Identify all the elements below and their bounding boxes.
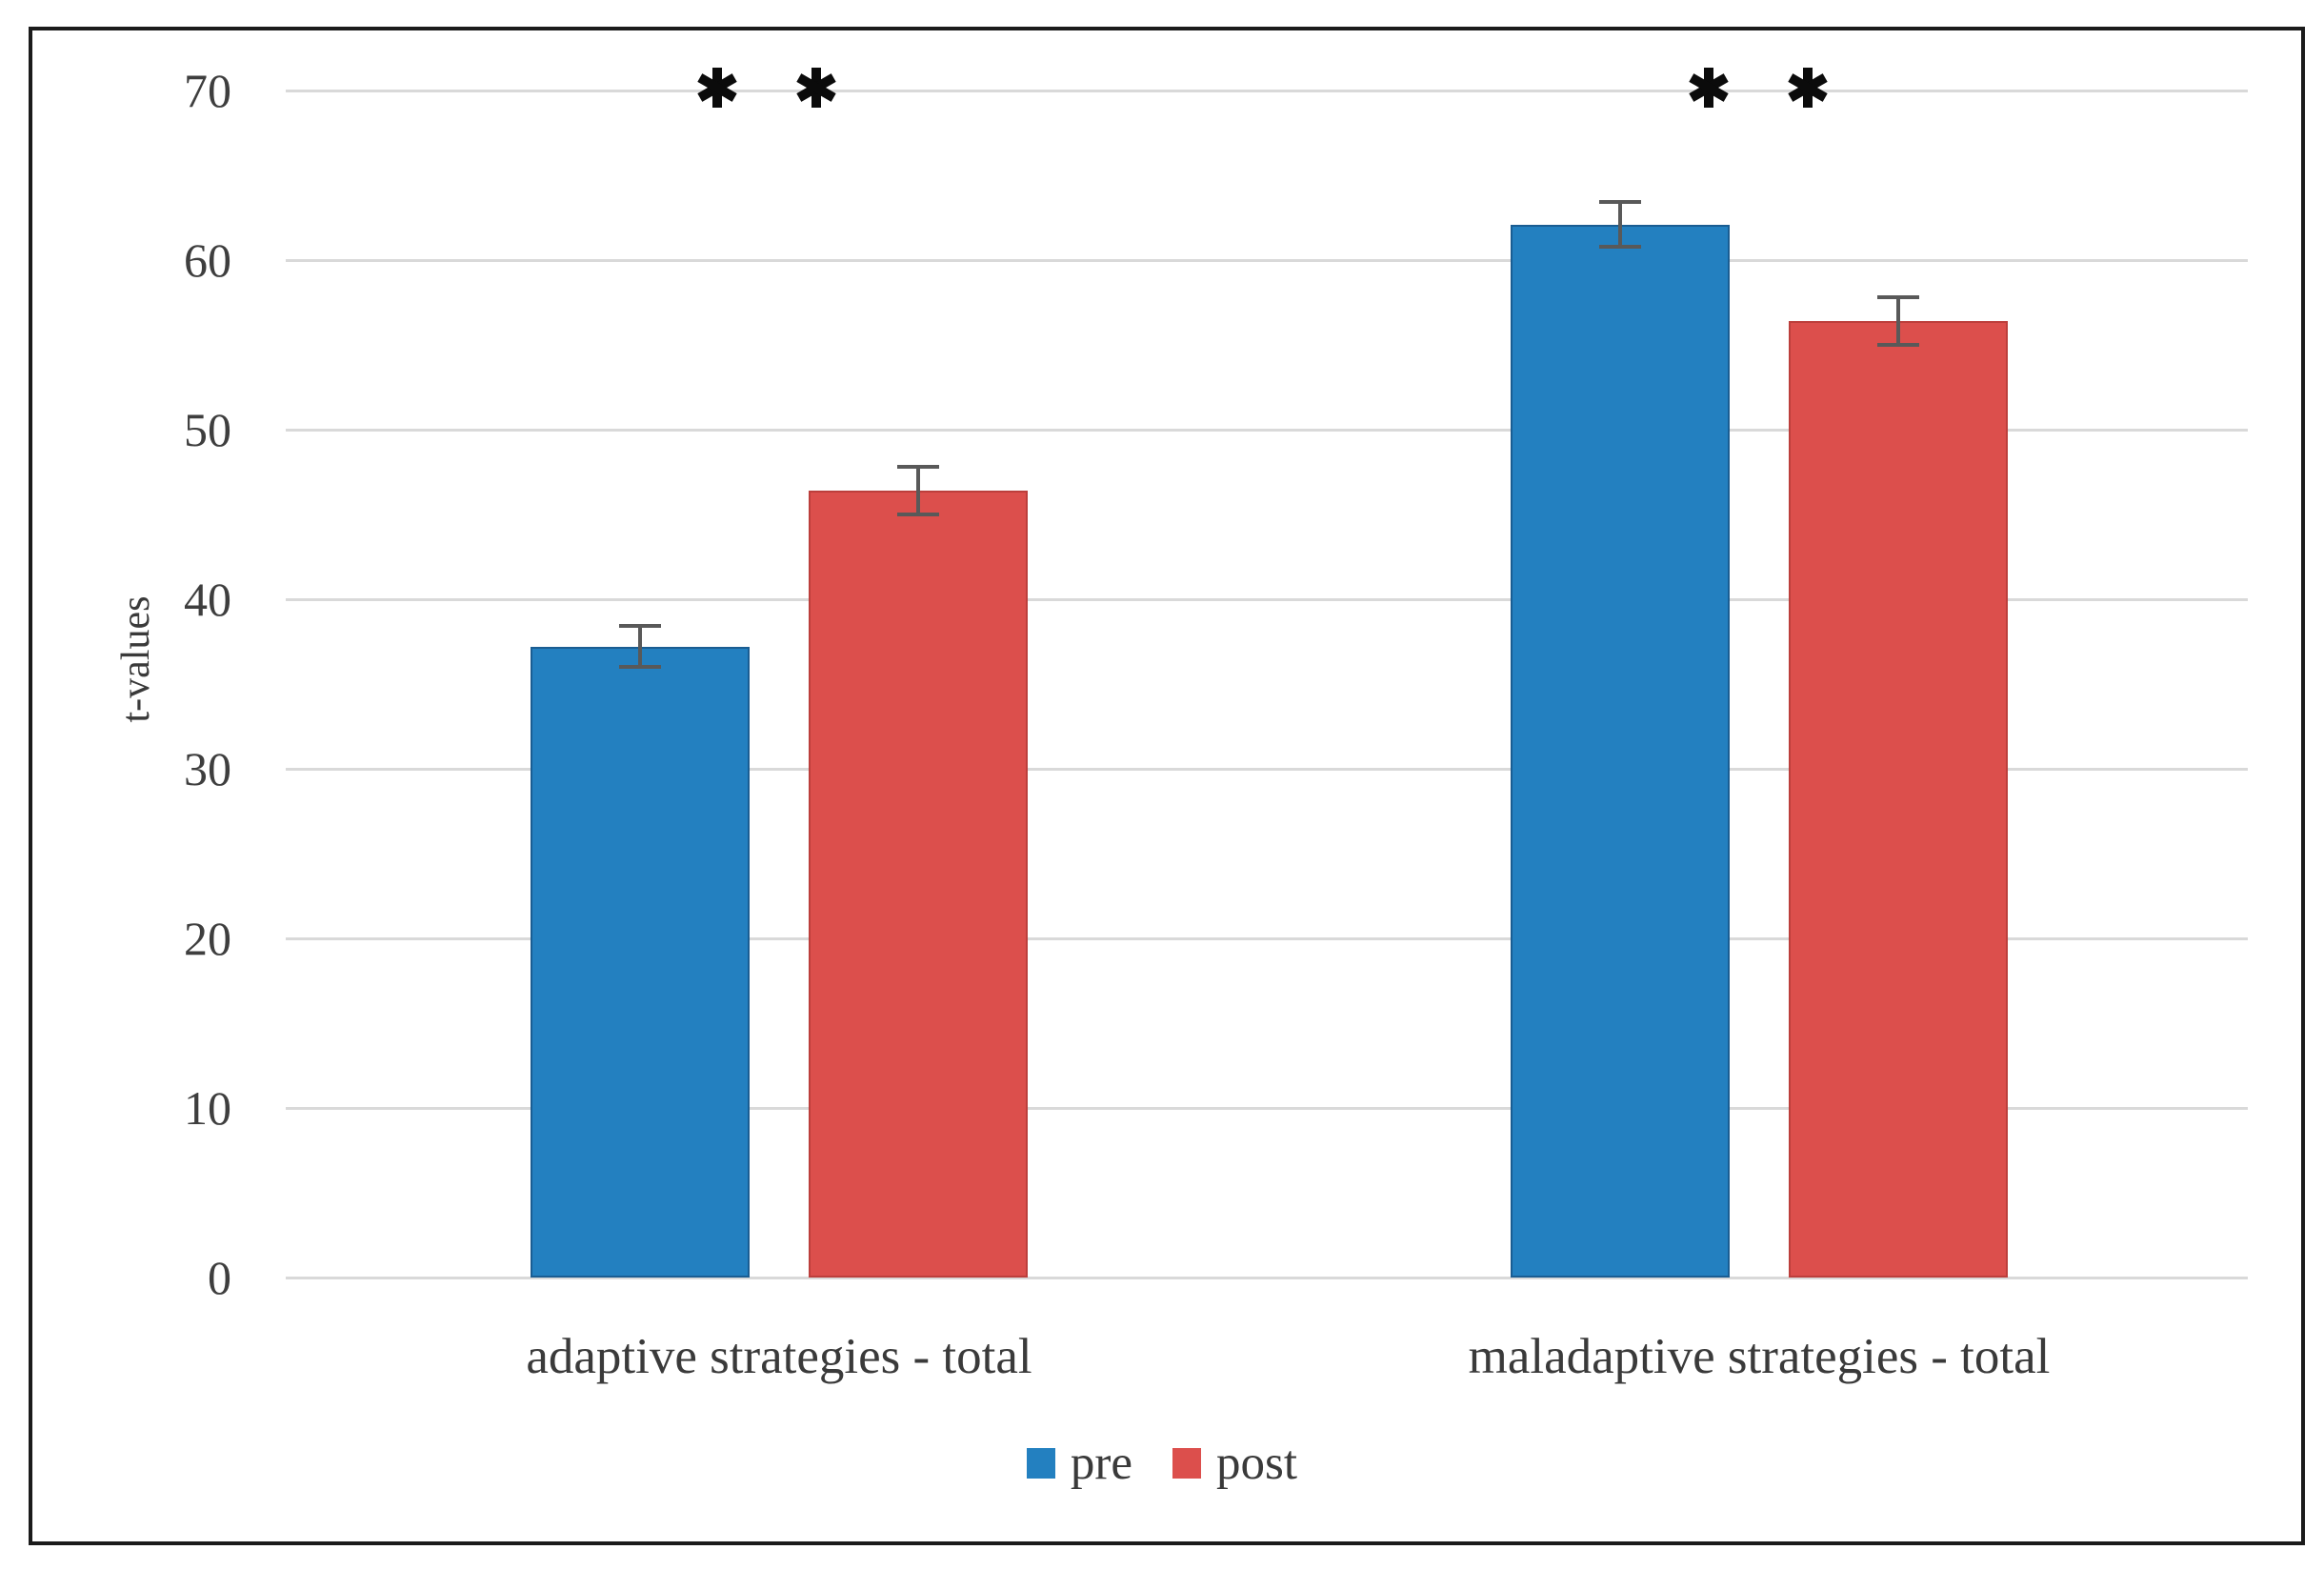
error-bar-cap — [619, 665, 661, 670]
legend-swatch-pre — [1026, 1448, 1055, 1479]
error-bar-pre-0 — [638, 626, 642, 668]
asterisk-icon — [1788, 68, 1828, 108]
y-gridline — [286, 767, 2248, 771]
asterisk-icon — [1689, 68, 1729, 108]
bar-post-1 — [1789, 321, 2008, 1278]
y-axis-title: t-values — [114, 595, 158, 723]
y-tick-label: 70 — [184, 64, 231, 117]
legend-item-post: post — [1172, 1437, 1297, 1490]
significance-asterisk — [692, 63, 742, 117]
y-gridline — [286, 89, 2248, 92]
legend-item-pre: pre — [1026, 1437, 1133, 1490]
error-bar-cap — [1599, 244, 1641, 249]
legend-swatch-post — [1172, 1448, 1202, 1479]
asterisk-icon — [796, 68, 836, 108]
error-bar-cap — [897, 465, 939, 470]
significance-asterisk — [1684, 63, 1733, 117]
bar-post-0 — [809, 491, 1028, 1278]
y-gridline — [286, 936, 2248, 940]
category-label-0: adaptive strategies - total — [526, 1329, 1032, 1384]
significance-asterisk — [791, 63, 841, 117]
error-bar-post-1 — [1896, 297, 1900, 345]
y-gridline — [286, 1276, 2248, 1279]
error-bar-post-0 — [916, 467, 920, 514]
asterisk-icon — [697, 68, 737, 108]
y-gridline — [286, 428, 2248, 432]
y-gridline — [286, 597, 2248, 601]
y-tick-label: 50 — [184, 403, 231, 456]
y-tick-label: 10 — [184, 1081, 231, 1135]
y-tick-label: 30 — [184, 742, 231, 795]
y-tick-label: 0 — [208, 1251, 231, 1304]
y-tick-label: 40 — [184, 573, 231, 626]
error-bar-cap — [1599, 200, 1641, 205]
legend-label-pre: pre — [1070, 1437, 1133, 1490]
category-label-1: maladaptive strategies - total — [1468, 1329, 2051, 1384]
y-gridline — [286, 1106, 2248, 1110]
y-tick-label: 60 — [184, 233, 231, 287]
error-bar-cap — [1877, 343, 1919, 347]
y-gridline — [286, 258, 2248, 262]
bar-pre-1 — [1511, 224, 1730, 1278]
error-bar-cap — [619, 624, 661, 629]
error-bar-cap — [1877, 295, 1919, 300]
legend: pre post — [0, 1437, 2324, 1490]
legend-label-post: post — [1216, 1437, 1298, 1490]
error-bar-cap — [897, 513, 939, 516]
y-tick-label: 20 — [184, 912, 231, 965]
bar-pre-0 — [531, 646, 750, 1278]
significance-asterisk — [1783, 63, 1833, 117]
error-bar-pre-1 — [1618, 202, 1622, 247]
